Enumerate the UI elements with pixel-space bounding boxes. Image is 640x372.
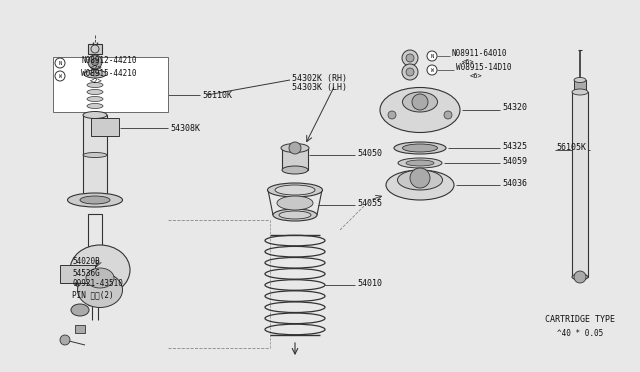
Ellipse shape [406,160,434,166]
Text: 54010: 54010 [357,279,382,288]
Bar [88,44,102,54]
Ellipse shape [87,103,103,109]
Circle shape [427,51,437,61]
Circle shape [388,111,396,119]
Bar [18,28,205,348]
Ellipse shape [275,185,315,195]
Text: 54302K (RH): 54302K (RH) [292,74,347,83]
Bar [53,57,168,112]
Text: W: W [59,74,61,78]
Ellipse shape [398,158,442,168]
Circle shape [406,54,414,62]
Circle shape [574,271,586,283]
Text: 54320: 54320 [502,103,527,112]
Text: 54536G: 54536G [72,269,100,278]
Bar [574,80,586,92]
Text: 56110K: 56110K [202,90,232,99]
Circle shape [55,58,65,68]
Ellipse shape [77,273,122,308]
Text: N08912-44210: N08912-44210 [81,55,136,64]
Circle shape [92,58,99,65]
Circle shape [427,65,437,75]
Ellipse shape [572,274,588,280]
Ellipse shape [87,90,103,94]
Text: CARTRIDGE TYPE: CARTRIDGE TYPE [545,315,615,324]
Text: <6>: <6> [470,73,483,79]
Ellipse shape [572,89,588,95]
Text: 56105K: 56105K [556,142,586,151]
Ellipse shape [380,87,460,132]
Circle shape [88,55,102,69]
Circle shape [402,64,418,80]
Text: PIN ピン(2): PIN ピン(2) [72,291,114,299]
Text: W08915-14D10: W08915-14D10 [456,62,511,71]
Ellipse shape [282,166,308,174]
Ellipse shape [90,72,100,76]
Text: N: N [430,54,434,58]
Text: 00921-43510: 00921-43510 [72,279,123,289]
Ellipse shape [403,144,438,152]
Circle shape [402,50,418,66]
Ellipse shape [87,96,103,102]
Ellipse shape [83,112,107,119]
Text: 54055: 54055 [357,199,382,208]
Text: N: N [58,61,61,65]
Text: <2>: <2> [90,78,103,84]
Ellipse shape [397,170,442,190]
Text: ^40 * 0.05: ^40 * 0.05 [557,330,603,339]
Bar [83,115,107,195]
Circle shape [289,142,301,154]
Bar [91,118,119,136]
Ellipse shape [83,153,107,157]
Text: 54325: 54325 [502,141,527,151]
Bar [75,325,85,333]
Circle shape [406,68,414,76]
Ellipse shape [71,304,89,316]
Text: 54036: 54036 [502,179,527,187]
Ellipse shape [273,209,317,221]
Bar [60,265,95,283]
Bar [572,92,588,277]
Ellipse shape [67,193,122,207]
Text: 54050: 54050 [357,148,382,157]
Text: N08911-64010: N08911-64010 [452,48,508,58]
Ellipse shape [279,211,311,219]
Circle shape [91,45,99,53]
Ellipse shape [84,70,106,78]
Circle shape [55,71,65,81]
Bar [530,30,630,340]
Circle shape [412,94,428,110]
Text: W08915-44210: W08915-44210 [81,68,136,77]
Bar [282,148,308,170]
Text: 54303K (LH): 54303K (LH) [292,83,347,92]
Ellipse shape [394,142,446,154]
Text: 54308K: 54308K [170,124,200,132]
Text: <6>: <6> [462,59,475,65]
Circle shape [444,111,452,119]
Ellipse shape [403,92,438,112]
Ellipse shape [86,268,114,288]
Text: 54059: 54059 [502,157,527,166]
Ellipse shape [87,83,103,87]
Ellipse shape [277,196,313,210]
Ellipse shape [80,196,110,204]
Text: W: W [431,67,433,73]
Ellipse shape [281,144,309,153]
Ellipse shape [386,170,454,200]
Ellipse shape [268,183,323,197]
Circle shape [60,335,70,345]
Text: 54020B: 54020B [72,257,100,266]
Text: <2>: <2> [90,65,103,71]
Ellipse shape [574,77,586,83]
Ellipse shape [70,245,130,295]
Circle shape [410,168,430,188]
Bar [88,214,102,304]
